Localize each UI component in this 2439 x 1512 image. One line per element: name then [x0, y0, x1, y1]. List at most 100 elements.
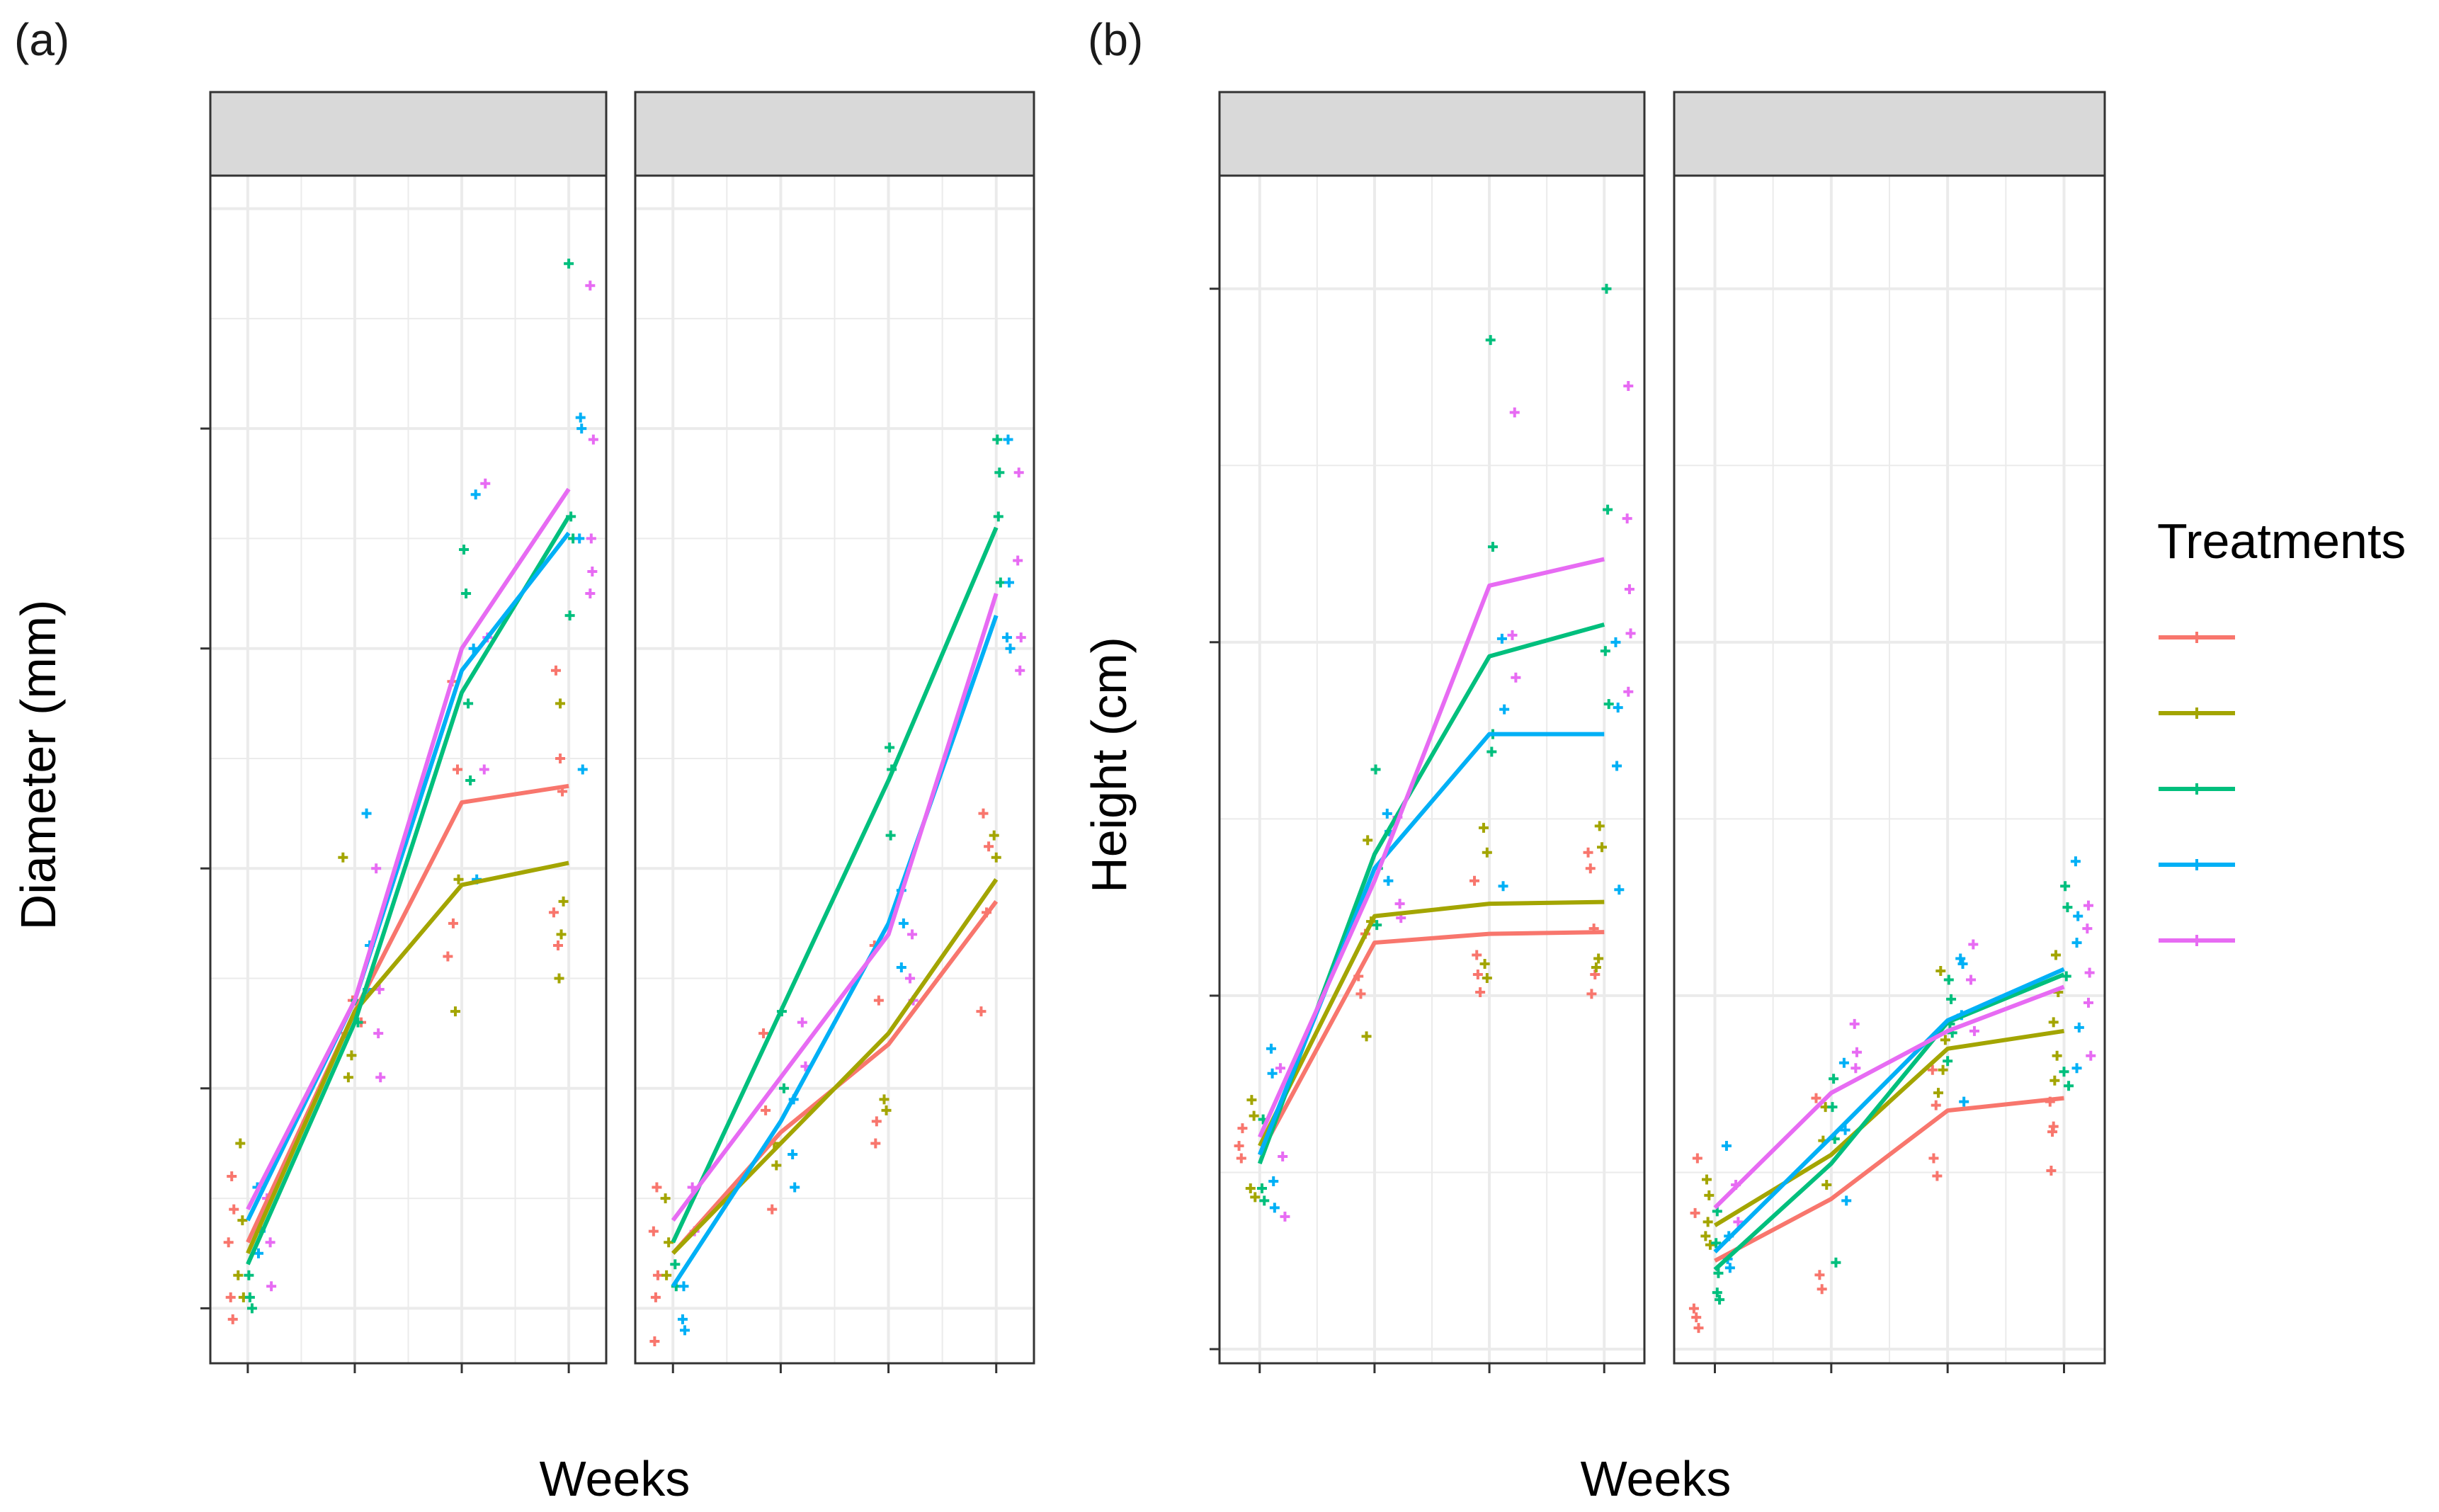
- point-n0b0: [2046, 1165, 2057, 1176]
- point-n0b0: [553, 940, 564, 950]
- point-n2b4: [2073, 911, 2083, 921]
- point-n0b4: [1704, 1190, 1715, 1200]
- point-n2b0: [885, 830, 896, 841]
- point-n0b4: [1479, 959, 1490, 970]
- point-n2b0: [564, 258, 574, 269]
- point-n0b4: [660, 1193, 671, 1204]
- point-n4b0: [480, 478, 491, 489]
- point-n2b4: [1266, 1043, 1276, 1054]
- line-n0b4: [671, 878, 999, 1255]
- point-n0b4: [1597, 842, 1607, 853]
- point-n2b0: [1372, 920, 1382, 931]
- point-n0b4: [1482, 847, 1492, 858]
- point-n0b0: [1236, 1153, 1246, 1164]
- point-n0b4: [346, 1050, 357, 1061]
- point-n2b0: [465, 775, 476, 786]
- point-n0b4: [664, 1237, 674, 1248]
- point-n2b0: [1713, 1268, 1724, 1278]
- point-n4b0: [1969, 1025, 1979, 1036]
- point-n2b0: [1712, 1288, 1722, 1298]
- point-n4b0: [585, 589, 596, 599]
- point-n2b0: [1946, 994, 1957, 1004]
- point-n2b0: [1943, 974, 1954, 985]
- point-n2b0: [244, 1270, 254, 1280]
- point-n0b0: [1585, 863, 1596, 874]
- point-n2b4: [898, 918, 909, 928]
- point-n2b4: [1003, 434, 1013, 445]
- point-n4b0: [2083, 997, 2093, 1008]
- point-n0b4: [1594, 821, 1605, 831]
- facet-strip: [209, 91, 608, 177]
- point-n0b0: [1469, 875, 1479, 886]
- point-n0b4: [881, 1105, 892, 1115]
- point-n0b0: [225, 1292, 236, 1302]
- point-n2b4: [1610, 637, 1621, 647]
- x-axis: [1258, 1363, 1605, 1373]
- point-n2b0: [1600, 646, 1610, 656]
- point-n4b0: [585, 280, 596, 291]
- legend-item-n4b0: [2159, 935, 2235, 946]
- point-n4b0: [266, 1281, 277, 1292]
- point-n4b0: [1623, 380, 1634, 391]
- point-n4b0: [1624, 584, 1634, 594]
- y-axis: [1210, 288, 1220, 1351]
- point-n2b4: [253, 1248, 263, 1258]
- point-n0b0: [1688, 1303, 1699, 1314]
- point-n4b0: [586, 533, 596, 544]
- point-n2b0: [2064, 1081, 2074, 1091]
- point-n4b0: [1278, 1152, 1288, 1162]
- point-n0b0: [1927, 1064, 1938, 1075]
- point-n4b0: [2086, 1050, 2096, 1061]
- point-n4b0: [587, 567, 598, 576]
- point-n2b0: [992, 434, 1003, 445]
- point-n2b0: [1711, 1238, 1722, 1249]
- line-n0b0: [1714, 1096, 2064, 1263]
- legend-key-point: [2191, 707, 2202, 719]
- point-n2b4: [1838, 1057, 1849, 1068]
- point-n2b4: [1724, 1263, 1735, 1273]
- point-n2b4: [677, 1314, 688, 1324]
- facet-jack-pine: [1673, 91, 2106, 1373]
- legend-key-point: [2191, 783, 2202, 795]
- point-n0b4: [1250, 1192, 1261, 1203]
- point-n2b4: [1612, 761, 1622, 771]
- legend: Treatments: [2157, 513, 2406, 946]
- line-n0b0: [1258, 930, 1605, 1156]
- point-n2b4: [788, 1149, 798, 1159]
- point-n2b0: [463, 698, 474, 709]
- point-n4b0: [1968, 939, 1979, 950]
- point-n0b4: [1935, 965, 1946, 976]
- point-n0b4: [556, 929, 567, 940]
- point-n4b0: [1016, 632, 1026, 643]
- point-n2b0: [1486, 746, 1497, 757]
- point-n0b0: [227, 1314, 238, 1324]
- point-n0b4: [338, 852, 348, 863]
- point-n0b4: [1938, 1064, 1948, 1075]
- point-n2b4: [1383, 875, 1394, 886]
- point-n0b4: [1245, 1183, 1256, 1193]
- point-n2b4: [576, 424, 587, 434]
- point-n0b4: [233, 1270, 244, 1280]
- point-n4b0: [479, 764, 489, 775]
- panel-border: [1218, 174, 1646, 1365]
- point-n4b0: [1013, 555, 1023, 566]
- point-n4b0: [1622, 513, 1632, 524]
- point-n0b0: [758, 1028, 769, 1039]
- point-n2b4: [1721, 1141, 1732, 1152]
- point-n0b0: [767, 1204, 778, 1215]
- point-n0b0: [443, 951, 453, 962]
- point-n0b0: [1586, 989, 1597, 999]
- point-n2b0: [1487, 542, 1498, 552]
- point-n0b0: [448, 918, 458, 928]
- point-n0b4: [554, 973, 564, 984]
- point-n0b0: [1583, 847, 1593, 858]
- point-n2b0: [995, 577, 1006, 588]
- point-n0b0: [1932, 1171, 1943, 1181]
- point-n0b0: [1690, 1207, 1700, 1218]
- point-n2b0: [246, 1303, 257, 1314]
- point-n0b0: [871, 1116, 882, 1127]
- point-n2b4: [574, 533, 585, 544]
- point-n4b0: [1509, 407, 1520, 418]
- point-n2b4: [1267, 1068, 1278, 1079]
- point-n2b0: [1601, 283, 1612, 294]
